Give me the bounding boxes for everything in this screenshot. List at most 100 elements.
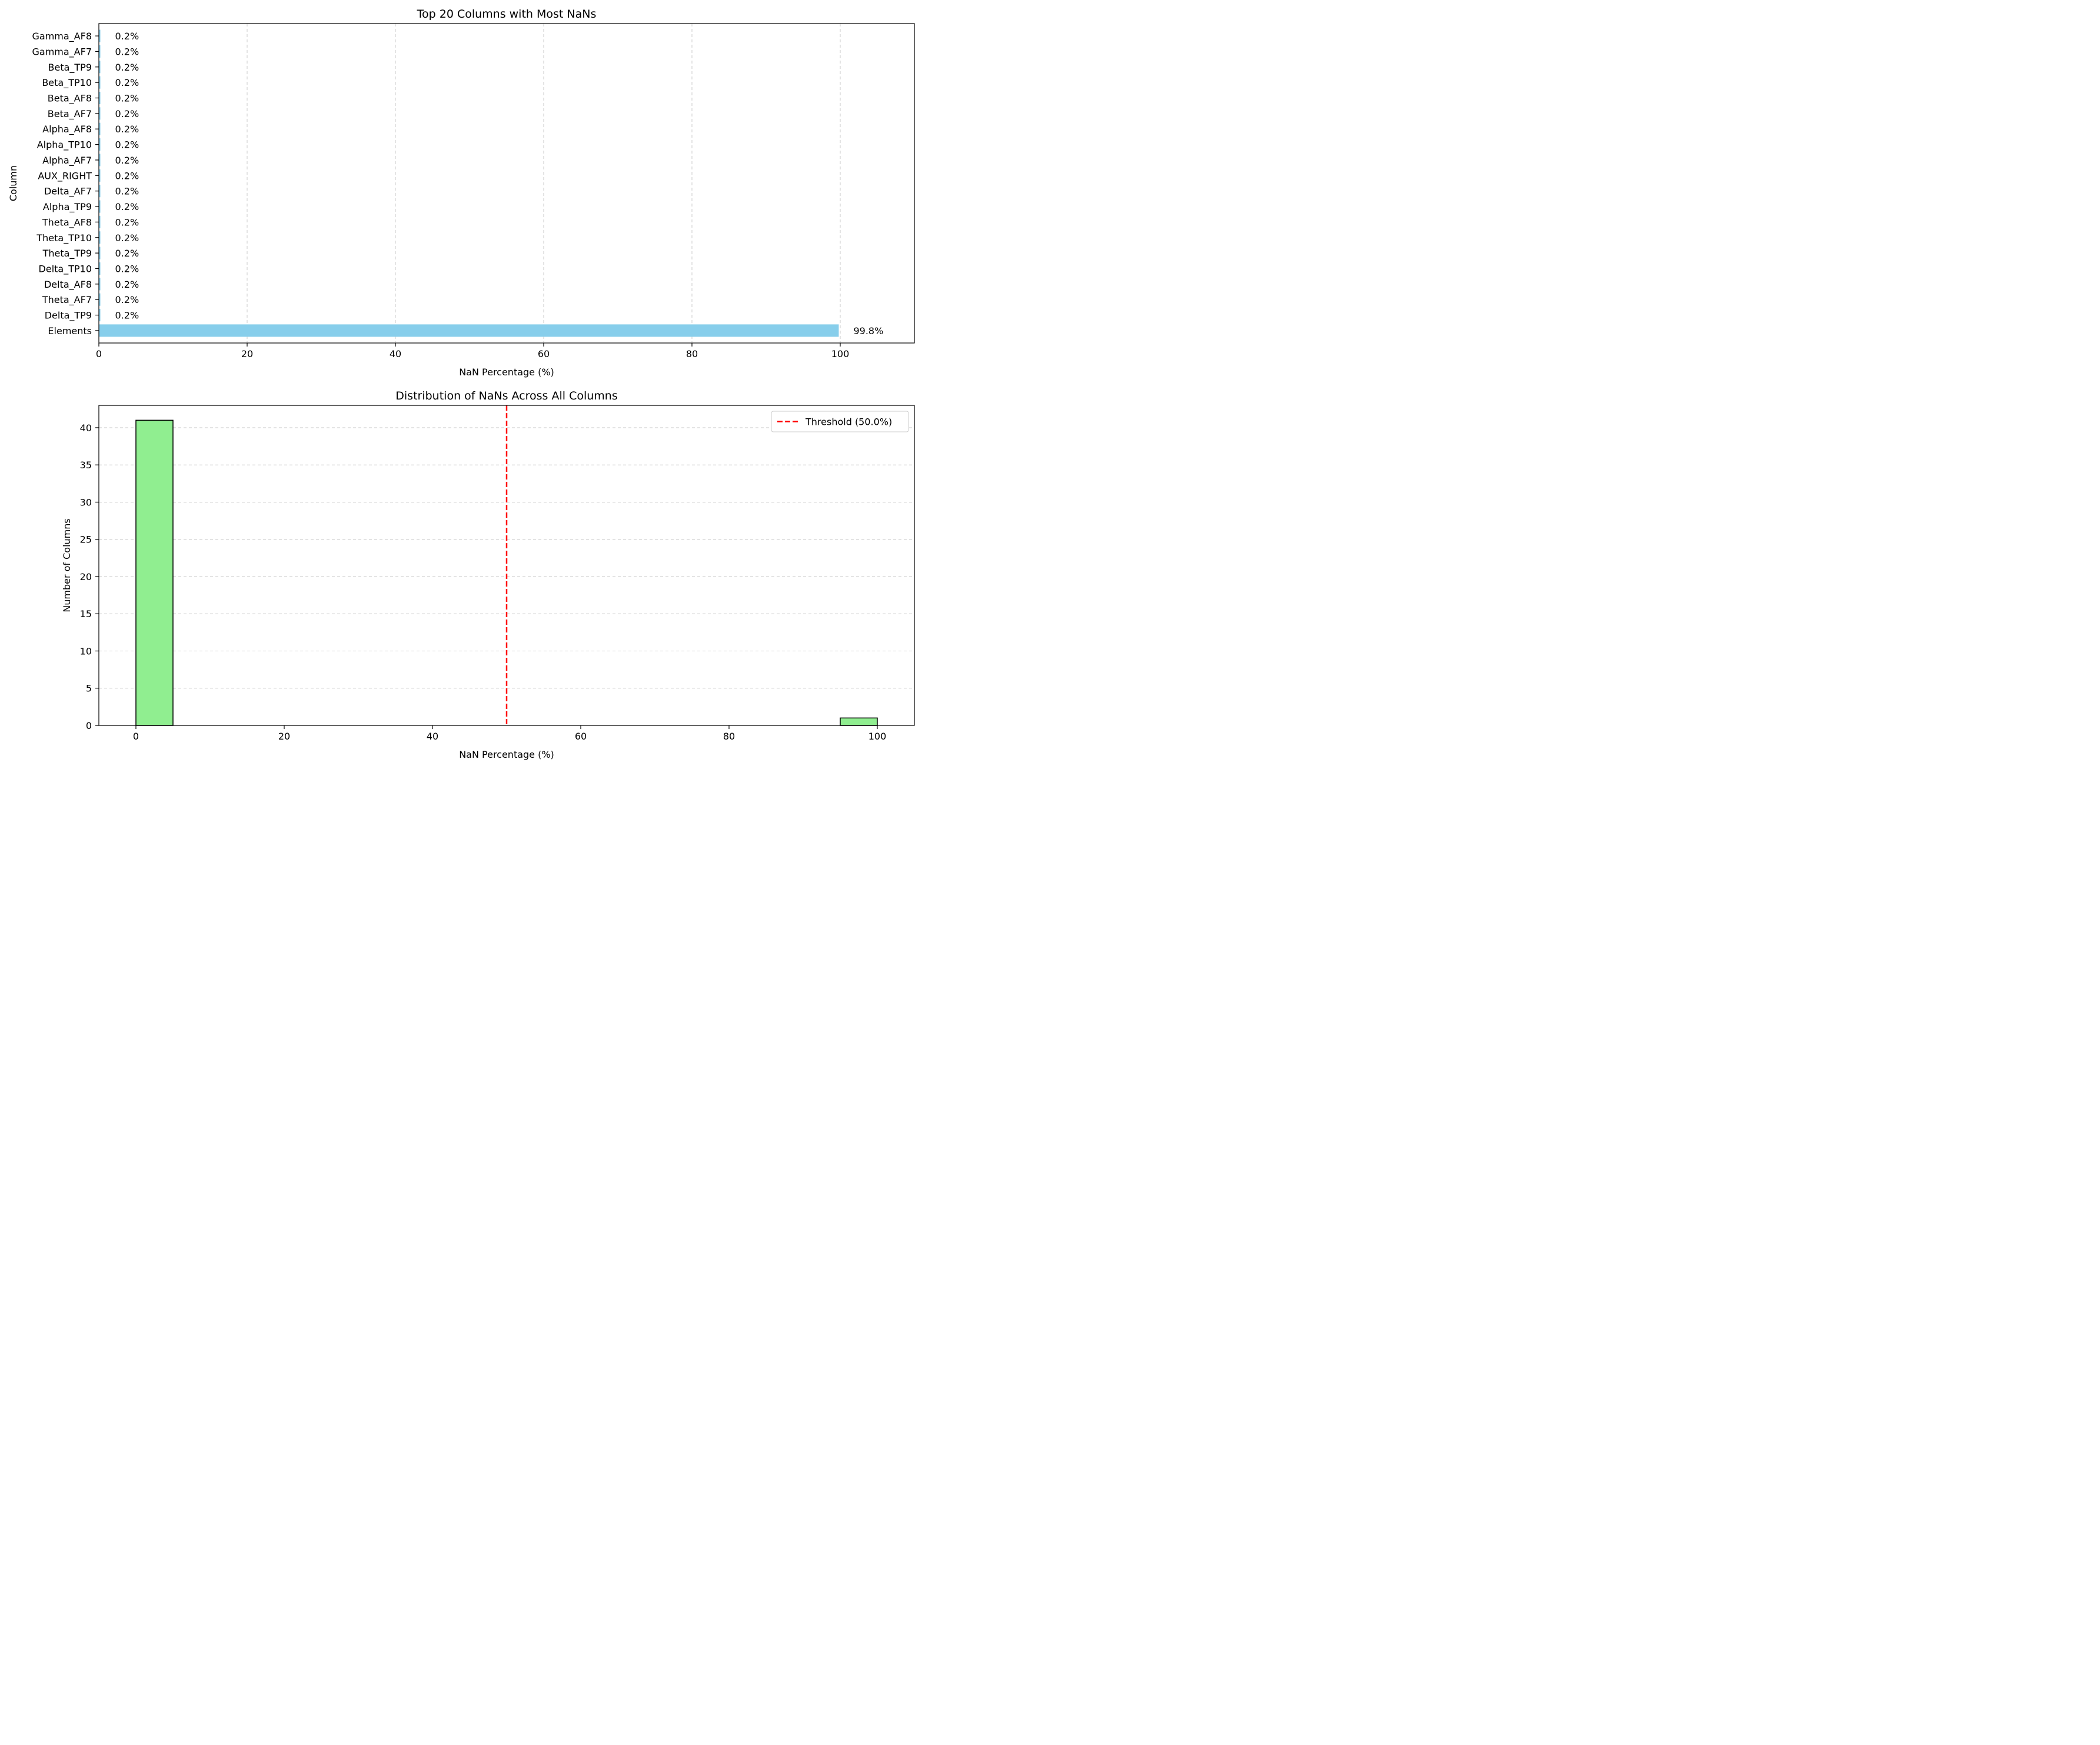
x-tick-label: 40 [427, 731, 438, 742]
y-tick-label: 25 [80, 534, 92, 545]
bar-value-label: 0.2% [115, 201, 139, 212]
bar-value-label: 0.2% [115, 108, 139, 119]
bar-value-label: 0.2% [115, 294, 139, 305]
bar-value-label: 0.2% [115, 31, 139, 42]
y-tick-label: Beta_TP9 [48, 62, 92, 74]
bar [99, 185, 101, 198]
bar-value-label: 0.2% [115, 248, 139, 259]
bar-value-label: 0.2% [115, 139, 139, 151]
y-tick-label: Gamma_AF8 [32, 31, 92, 42]
nan-distribution-histogram: 0 20 40 60 80 100 0 5 10 15 20 25 30 35 40 Distributi… [61, 389, 915, 760]
x-tick-label: 0 [96, 348, 102, 359]
bar [99, 262, 101, 275]
y-tick-label: 20 [80, 571, 92, 582]
bar [99, 76, 101, 89]
bar [99, 215, 101, 228]
y-tick-label: Theta_AF7 [42, 294, 92, 306]
top-chart-grid [247, 24, 841, 343]
histogram-x-axis-label: NaN Percentage (%) [459, 749, 554, 760]
y-tick-label: Alpha_TP9 [43, 201, 92, 213]
y-tick-label: Theta_TP10 [36, 232, 92, 244]
bar [99, 91, 101, 105]
y-tick-label: 5 [86, 683, 92, 694]
y-tick-label: 30 [80, 497, 92, 508]
top-chart-title: Top 20 Columns with Most NaNs [417, 8, 597, 21]
y-tick-label: 35 [80, 459, 92, 471]
top-chart-y-ticks: Elements Delta_TP9 Theta_AF7 Delta_AF8 Delta… [32, 31, 99, 337]
top-chart-x-axis-label: NaN Percentage (%) [459, 367, 554, 378]
bar [99, 107, 101, 120]
bar-value-label: 0.2% [115, 62, 139, 73]
legend-box [771, 411, 909, 432]
top-nan-columns-chart: 99.8% 0.2% 0.2% 0.2% 0.2% 0.2% 0.2% 0.2% 0.2% 0.2… [8, 8, 915, 378]
x-tick-label: 20 [278, 731, 290, 742]
histogram-y-axis-label: Number of Columns [61, 518, 72, 612]
histogram-frame [98, 405, 915, 726]
y-tick-label: AUX_RIGHT [38, 170, 92, 182]
top-chart-data-labels: 99.8% 0.2% 0.2% 0.2% 0.2% 0.2% 0.2% 0.2% 0.2% 0.2… [115, 31, 884, 337]
y-tick-label: Delta_TP10 [39, 263, 92, 275]
x-tick-label: 60 [538, 348, 550, 359]
y-tick-label: Delta_TP9 [45, 310, 92, 322]
bar [99, 309, 101, 322]
histogram-bar [840, 717, 878, 726]
y-tick-label: Delta_AF7 [44, 186, 92, 198]
x-tick-label: 80 [723, 731, 735, 742]
top-chart-y-axis-label: Column [8, 165, 19, 201]
y-tick-label: 15 [80, 608, 92, 620]
x-tick-label: 80 [686, 348, 698, 359]
bar-value-label: 99.8% [853, 325, 883, 337]
x-tick-label: 100 [868, 731, 887, 742]
y-tick-label: Theta_AF8 [42, 217, 92, 228]
legend-threshold-label: Threshold (50.0%) [805, 417, 892, 428]
bar-value-label: 0.2% [115, 310, 139, 321]
bar-value-label: 0.2% [115, 155, 139, 166]
histogram-bars [135, 419, 878, 726]
y-tick-label: Beta_TP10 [42, 77, 92, 89]
bar [99, 61, 101, 74]
bar [99, 122, 101, 135]
y-tick-label: 0 [86, 720, 92, 731]
top-chart-x-ticks: 0 20 40 60 80 100 [96, 343, 849, 359]
bar [99, 293, 101, 306]
bar [99, 324, 839, 337]
bar [99, 138, 101, 151]
bar [99, 169, 101, 182]
histogram-title: Distribution of NaNs Across All Columns [395, 389, 617, 402]
x-tick-label: 40 [390, 348, 401, 359]
y-tick-label: 40 [80, 422, 92, 434]
y-tick-label: Alpha_AF7 [42, 155, 92, 166]
y-tick-label: Elements [48, 325, 92, 337]
histogram-x-ticks: 0 20 40 60 80 100 [133, 725, 886, 742]
top-chart-bars [99, 29, 839, 337]
bar-value-label: 0.2% [115, 77, 139, 88]
bar-value-label: 0.2% [115, 186, 139, 197]
bar-value-label: 0.2% [115, 232, 139, 244]
bar [99, 45, 101, 58]
bar [99, 29, 101, 42]
histogram-bar [135, 419, 174, 726]
y-tick-label: Theta_TP9 [42, 248, 92, 259]
bar [99, 231, 101, 244]
y-tick-label: Beta_AF8 [48, 93, 92, 105]
y-tick-label: Alpha_AF8 [42, 124, 92, 135]
x-tick-label: 20 [241, 348, 253, 359]
bar-value-label: 0.2% [115, 93, 139, 104]
y-tick-label: Gamma_AF7 [32, 46, 92, 58]
bar [99, 154, 101, 166]
x-tick-label: 100 [831, 348, 850, 359]
bar [99, 200, 101, 213]
top-chart-frame [98, 23, 915, 344]
figure: 99.8% 0.2% 0.2% 0.2% 0.2% 0.2% 0.2% 0.2% 0.2% 0.2… [0, 0, 923, 767]
bar-value-label: 0.2% [115, 263, 139, 274]
histogram-legend: Threshold (50.0%) [771, 411, 909, 432]
y-tick-label: Delta_AF8 [44, 279, 92, 291]
bar-value-label: 0.2% [115, 124, 139, 135]
bar-value-label: 0.2% [115, 279, 139, 290]
x-tick-label: 0 [133, 731, 139, 742]
bar [99, 247, 101, 259]
bar-value-label: 0.2% [115, 217, 139, 228]
bar-value-label: 0.2% [115, 170, 139, 181]
histogram-y-ticks: 0 5 10 15 20 25 30 35 40 [80, 422, 99, 731]
y-tick-label: Beta_AF7 [48, 108, 92, 120]
